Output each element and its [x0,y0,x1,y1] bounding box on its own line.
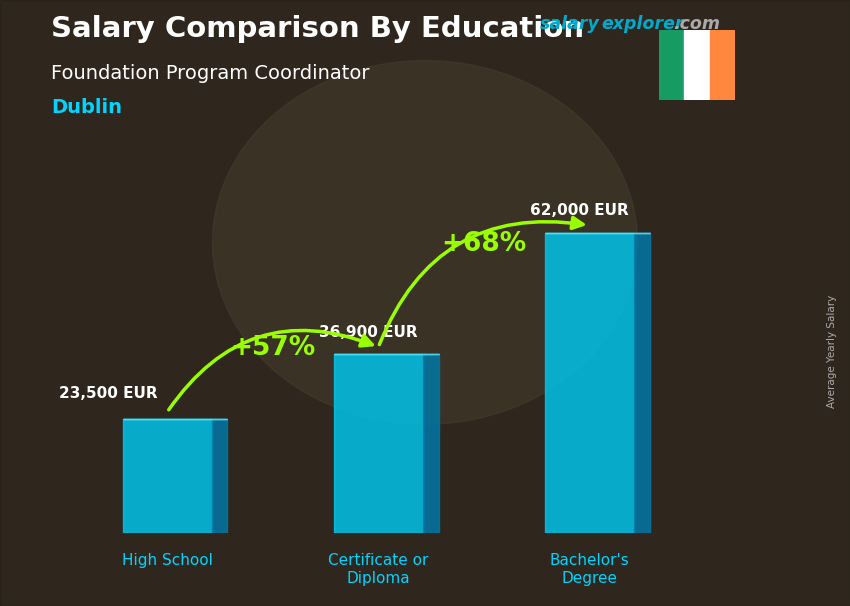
Bar [710,30,735,100]
FancyArrowPatch shape [379,218,583,345]
Polygon shape [634,233,650,533]
Text: 62,000 EUR: 62,000 EUR [530,203,628,218]
Text: salary: salary [540,15,599,33]
Text: High School: High School [122,553,212,568]
Text: 36,900 EUR: 36,900 EUR [319,325,417,340]
Text: Foundation Program Coordinator: Foundation Program Coordinator [51,64,370,82]
Text: Salary Comparison By Education: Salary Comparison By Education [51,15,584,43]
FancyArrowPatch shape [169,330,372,410]
Text: Bachelor's
Degree: Bachelor's Degree [550,553,630,585]
Text: 23,500 EUR: 23,500 EUR [59,386,157,401]
Text: .com: .com [673,15,720,33]
Ellipse shape [212,61,638,424]
Bar [684,30,710,100]
Polygon shape [422,355,439,533]
Text: explorer: explorer [601,15,683,33]
Text: +57%: +57% [230,336,315,361]
Text: Certificate or
Diploma: Certificate or Diploma [328,553,428,585]
Text: Dublin: Dublin [51,98,122,117]
Polygon shape [212,419,228,533]
Bar [545,233,634,533]
Bar [659,30,684,100]
Bar [334,355,422,533]
Bar [122,419,212,533]
Text: +68%: +68% [441,231,527,257]
Text: Average Yearly Salary: Average Yearly Salary [827,295,837,408]
